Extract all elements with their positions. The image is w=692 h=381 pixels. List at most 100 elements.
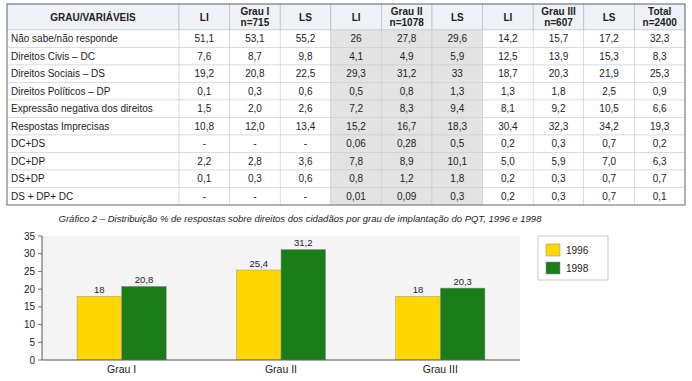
cell-text: 1,8 (552, 86, 566, 97)
table-cell (7, 188, 179, 206)
header-line: LS (299, 12, 312, 23)
cell-text: 26 (351, 33, 363, 44)
table-cell (533, 100, 584, 118)
cell-text: 32,3 (549, 121, 569, 132)
table-cell (432, 48, 483, 66)
header-cell (584, 4, 635, 30)
table-cell (584, 65, 635, 83)
header-line: LI (503, 12, 512, 23)
table-cell (381, 83, 432, 101)
cell-text: 2,6 (299, 103, 313, 114)
y-tick (38, 236, 42, 237)
header-cell (634, 4, 685, 30)
cell-text: 1,3 (501, 86, 515, 97)
table-cell (483, 170, 534, 188)
table-cell (483, 153, 534, 171)
cell-text: 3,6 (299, 156, 313, 167)
cell-text: 8,7 (248, 51, 262, 62)
cell-text: 27,8 (397, 33, 417, 44)
cell-text: 14,2 (498, 33, 518, 44)
table-cell (7, 30, 179, 48)
cell-text: 19,2 (195, 68, 215, 79)
table-cell (331, 48, 382, 66)
header-line: LS (603, 12, 616, 23)
table-cell (230, 153, 281, 171)
table-cell (179, 170, 230, 188)
y-tick (38, 253, 42, 254)
bars (77, 249, 485, 360)
cell-text: 0,28 (397, 138, 417, 149)
table-cell (179, 188, 230, 206)
y-axis: 05101520253035 (24, 231, 42, 366)
cell-text: - (253, 138, 256, 149)
header-cell (381, 4, 432, 30)
table-cell (634, 153, 685, 171)
table-cell (230, 170, 281, 188)
table-cell (533, 170, 584, 188)
cell-text: 0,5 (450, 138, 464, 149)
table-cell (483, 65, 534, 83)
row-label: Respostas Imprecisas (11, 121, 109, 132)
table-cell (280, 118, 331, 136)
header-cell (280, 4, 331, 30)
y-tick-label: 5 (29, 337, 35, 348)
bar (236, 270, 281, 360)
cell-text: 53,1 (245, 33, 265, 44)
cell-text: - (203, 138, 206, 149)
header-line: n=607 (544, 17, 573, 28)
cell-text: - (304, 191, 307, 202)
table-cell (432, 188, 483, 206)
cell-text: 0,9 (653, 86, 667, 97)
cell-text: 29,6 (448, 33, 468, 44)
cell-text: 20,3 (549, 68, 569, 79)
data-label: 18 (413, 284, 424, 295)
legend-swatch (546, 244, 560, 256)
header-cell (230, 4, 281, 30)
table-cell (533, 30, 584, 48)
cell-text: 22,5 (296, 68, 316, 79)
header-line: Grau III (541, 6, 576, 17)
header-line: Total (648, 6, 671, 17)
cell-text: 4,9 (400, 51, 414, 62)
y-tick (38, 324, 42, 325)
table-cell (381, 188, 432, 206)
cell-text: 1,2 (400, 173, 414, 184)
header-line: Grau II (391, 6, 423, 17)
table-cell (634, 135, 685, 153)
header-line: GRAU/VARIÁVEIS (50, 11, 136, 23)
table-cell (483, 118, 534, 136)
legend: 19961998 (538, 236, 608, 280)
cell-text: 0,8 (400, 86, 414, 97)
y-tick (38, 271, 42, 272)
header-text: LS (299, 12, 312, 23)
table-cell (179, 153, 230, 171)
cell-text: 7,2 (349, 103, 363, 114)
cell-text: - (253, 191, 256, 202)
table-cell (533, 153, 584, 171)
cell-text: 0,01 (346, 191, 366, 202)
table-cell (483, 48, 534, 66)
table-cell (634, 170, 685, 188)
cell-text: 19,3 (650, 121, 670, 132)
cell-text: 2,8 (248, 156, 262, 167)
table-cell (331, 135, 382, 153)
cell-text: 0,2 (501, 173, 515, 184)
table-cell (381, 48, 432, 66)
y-tick-label: 10 (24, 319, 36, 330)
cell-text: 13,9 (549, 51, 569, 62)
table-cell (7, 170, 179, 188)
table-cell (533, 65, 584, 83)
header-text: Grau IIIn=607 (541, 6, 576, 28)
header-cell (533, 4, 584, 30)
table-cell (280, 188, 331, 206)
table-cell (230, 83, 281, 101)
table-cell (483, 100, 534, 118)
bar (281, 249, 326, 360)
row-label: Não sabe/não responde (11, 33, 118, 44)
table-cell (381, 170, 432, 188)
cell-text: 2,0 (248, 103, 262, 114)
x-axis: Grau IGrau IIGrau III (42, 360, 520, 375)
x-tick-label: Grau I (107, 363, 136, 375)
cell-text: 0,1 (197, 86, 211, 97)
y-tick-label: 15 (24, 301, 36, 312)
